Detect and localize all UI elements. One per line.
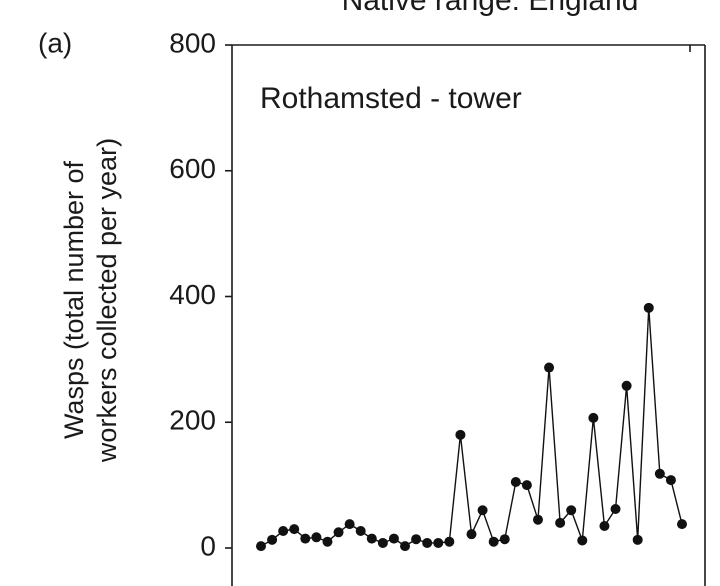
data-point: [322, 536, 333, 547]
y-tick-label: 200: [169, 405, 216, 436]
data-point: [544, 362, 555, 373]
data-point: [610, 504, 621, 515]
data-point: [400, 541, 411, 552]
data-point: [388, 533, 399, 544]
data-point: [422, 537, 433, 548]
data-point: [499, 534, 510, 545]
data-point: [599, 520, 610, 531]
data-point: [256, 541, 266, 552]
data-point: [344, 519, 355, 530]
data-point: [632, 534, 643, 545]
data-point: [289, 524, 300, 535]
data-point: [311, 532, 322, 543]
data-point: [643, 302, 654, 313]
data-point: [555, 517, 566, 528]
data-point: [677, 519, 687, 530]
y-axis-title-line: workers collected per year): [92, 138, 122, 463]
data-point: [654, 468, 665, 479]
y-tick-label: 800: [169, 27, 216, 58]
panel-label: (a): [38, 27, 72, 58]
data-point: [433, 537, 444, 548]
y-tick-label: 600: [169, 153, 216, 184]
y-tick-label: 400: [169, 279, 216, 310]
y-tick-label: 0: [200, 530, 216, 561]
y-axis-title-line: Wasps (total number of: [59, 160, 89, 439]
data-point: [466, 529, 477, 540]
data-point: [477, 505, 488, 516]
data-point: [521, 480, 532, 491]
data-point: [377, 537, 388, 548]
data-point: [621, 380, 632, 391]
data-point: [333, 527, 344, 538]
data-point: [278, 526, 289, 537]
data-point: [566, 505, 577, 516]
data-point: [577, 535, 588, 546]
data-point: [411, 534, 422, 545]
data-point: [488, 536, 499, 547]
data-point: [444, 536, 455, 547]
data-point: [455, 429, 466, 440]
chart-title: Native range: England: [342, 0, 639, 17]
data-point: [588, 412, 599, 423]
data-point: [532, 514, 543, 525]
y-axis-title: Wasps (total number of workers collected…: [59, 138, 122, 463]
data-point: [355, 526, 366, 537]
data-point: [665, 475, 676, 486]
data-point: [510, 476, 521, 487]
data-point: [366, 533, 377, 544]
annotation: Rothamsted - tower: [260, 82, 522, 115]
data-point: [267, 534, 278, 545]
data-point: [300, 533, 311, 544]
